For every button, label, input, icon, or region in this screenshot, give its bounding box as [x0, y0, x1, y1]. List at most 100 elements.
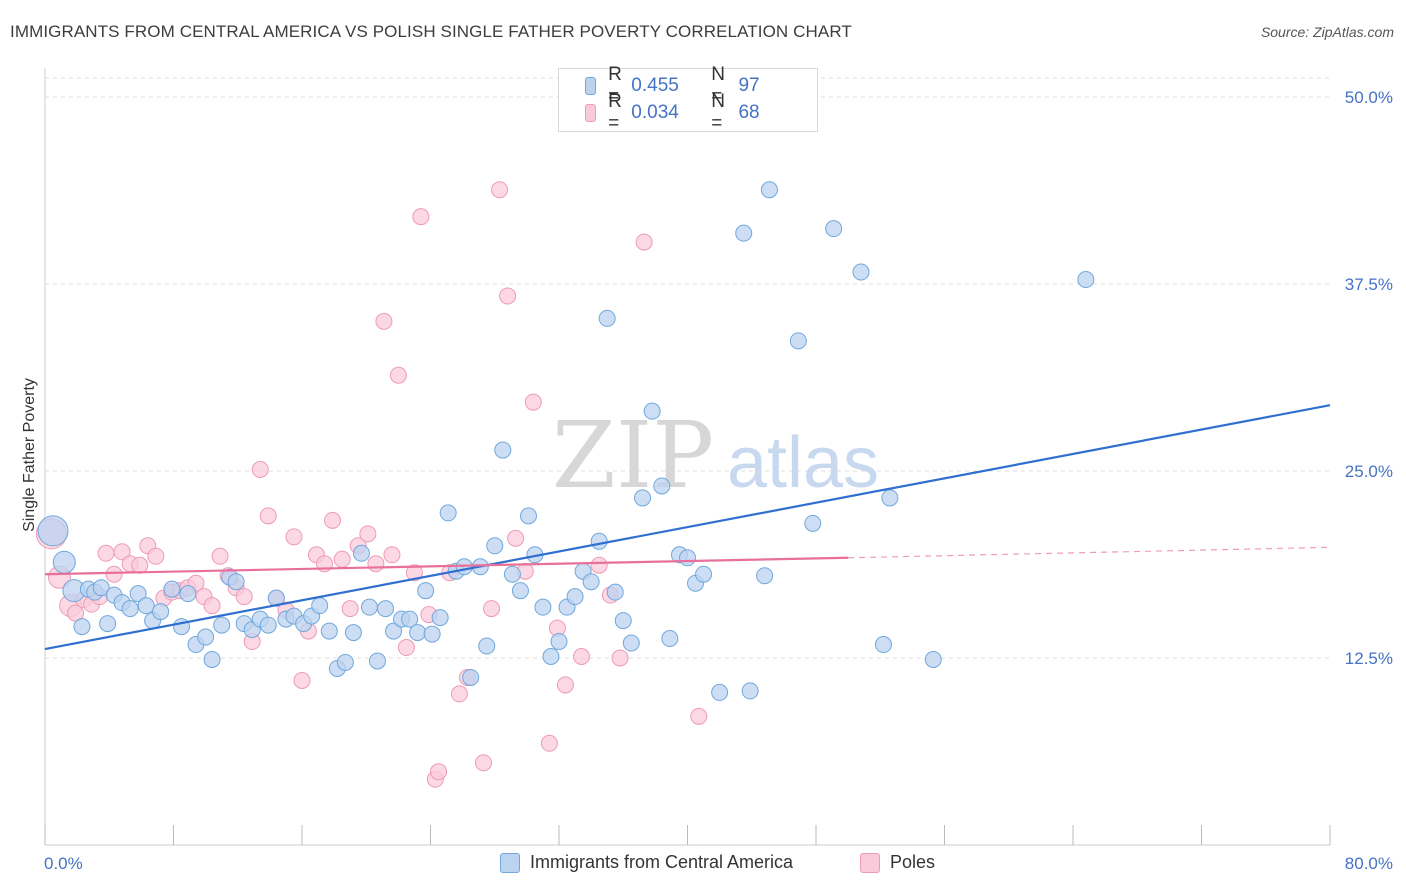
series-central-america-points	[37, 181, 1095, 701]
central-america-point	[409, 624, 427, 642]
poles-point	[475, 754, 493, 772]
poles-point	[285, 528, 303, 546]
poles-point	[259, 507, 277, 525]
watermark: ZIP atlas	[552, 402, 879, 509]
watermark-zip: ZIP	[552, 402, 714, 509]
legend-r-value: 0.034	[631, 102, 679, 123]
poles-point	[483, 600, 501, 618]
x-tick-label: 0.0%	[44, 854, 83, 873]
legend-r-label: R =	[608, 91, 622, 134]
poles-point	[499, 287, 517, 305]
trend-line-central-america	[44, 404, 1331, 651]
central-america-point	[311, 597, 329, 615]
y-tick-label: 12.5%	[1345, 649, 1393, 668]
poles-point	[397, 639, 415, 657]
poles-point	[211, 547, 229, 565]
poles-point	[333, 550, 351, 568]
watermark-atlas: atlas	[727, 423, 879, 503]
chart-title: IMMIGRANTS FROM CENTRAL AMERICA VS POLIS…	[10, 22, 852, 41]
source-label: Source: ZipAtlas.com	[1260, 24, 1394, 40]
series-legend: Immigrants from Central America Poles	[0, 852, 1406, 878]
legend-n-value: 68	[738, 102, 760, 123]
poles-point	[235, 588, 253, 606]
central-america-point	[634, 489, 652, 507]
poles-point	[203, 597, 221, 615]
central-america-point	[582, 573, 600, 591]
poles-point	[293, 671, 311, 689]
poles-point	[383, 546, 401, 564]
central-america-point	[73, 618, 91, 636]
central-america-point	[486, 537, 504, 555]
y-tick-label: 50.0%	[1345, 88, 1393, 107]
central-america-point	[679, 549, 696, 567]
central-america-point	[566, 588, 584, 606]
poles-point	[572, 648, 590, 666]
central-america-point	[227, 573, 245, 591]
poles-point	[341, 600, 359, 618]
series-legend-central-america[interactable]: Immigrants from Central America	[500, 852, 793, 873]
central-america-point	[92, 579, 110, 597]
poles-point	[147, 547, 165, 565]
central-america-point	[352, 544, 370, 562]
central-america-point	[598, 309, 616, 327]
legend-r-value: 0.455	[631, 75, 679, 96]
legend-r-label: R =	[608, 64, 622, 107]
legend-n-label: N =	[711, 64, 726, 107]
central-america-point	[653, 477, 671, 495]
poles-point	[97, 544, 115, 562]
central-america-point	[462, 668, 480, 686]
series-legend-poles[interactable]: Poles	[860, 852, 935, 873]
central-america-point	[52, 550, 76, 574]
central-america-point	[129, 585, 147, 603]
correlation-legend: R = 0.455 N = 97 R = 0.034 N = 68	[558, 64, 818, 134]
central-america-point	[643, 402, 661, 420]
series-swatch-blue	[500, 852, 520, 873]
central-america-point	[852, 263, 870, 281]
central-america-point	[789, 332, 807, 350]
central-america-point	[360, 598, 378, 616]
legend-swatch-blue	[585, 77, 597, 95]
trend-line-poles	[44, 556, 849, 576]
central-america-point	[179, 585, 197, 603]
central-america-point	[439, 504, 457, 522]
central-america-point	[534, 598, 552, 616]
central-america-point	[735, 224, 753, 242]
central-america-point	[874, 636, 892, 654]
central-america-point	[163, 580, 181, 598]
legend-n-label: N =	[711, 91, 726, 134]
y-tick-label: 25.0%	[1345, 462, 1393, 481]
central-america-point	[711, 683, 729, 701]
poles-point	[113, 543, 131, 561]
poles-point	[405, 564, 423, 582]
central-america-point	[417, 582, 435, 600]
central-america-point	[614, 612, 632, 630]
legend-n-value: 97	[738, 75, 760, 96]
trend-lines	[44, 404, 1331, 651]
poles-point	[611, 649, 629, 667]
central-america-point	[320, 622, 338, 640]
central-america-point	[494, 441, 512, 459]
central-america-point	[344, 624, 362, 642]
central-america-point	[760, 181, 778, 199]
poles-point	[690, 707, 708, 725]
y-tick-label: 37.5%	[1345, 275, 1393, 294]
series-legend-label: Poles	[890, 852, 936, 872]
central-america-point	[1077, 271, 1095, 289]
central-america-point	[550, 633, 568, 651]
central-america-point	[401, 610, 419, 628]
poles-point	[590, 556, 608, 574]
poles-point	[105, 565, 123, 583]
central-america-point	[741, 682, 759, 700]
central-america-point	[368, 652, 386, 670]
central-america-point	[622, 634, 640, 652]
central-america-point	[37, 515, 69, 547]
central-america-point	[203, 650, 221, 668]
central-america-point	[590, 532, 608, 550]
poles-point	[491, 181, 509, 199]
poles-point	[556, 676, 574, 694]
poles-point	[507, 529, 525, 547]
central-america-point	[385, 622, 403, 640]
central-america-point	[756, 567, 774, 585]
central-america-point	[377, 600, 395, 618]
